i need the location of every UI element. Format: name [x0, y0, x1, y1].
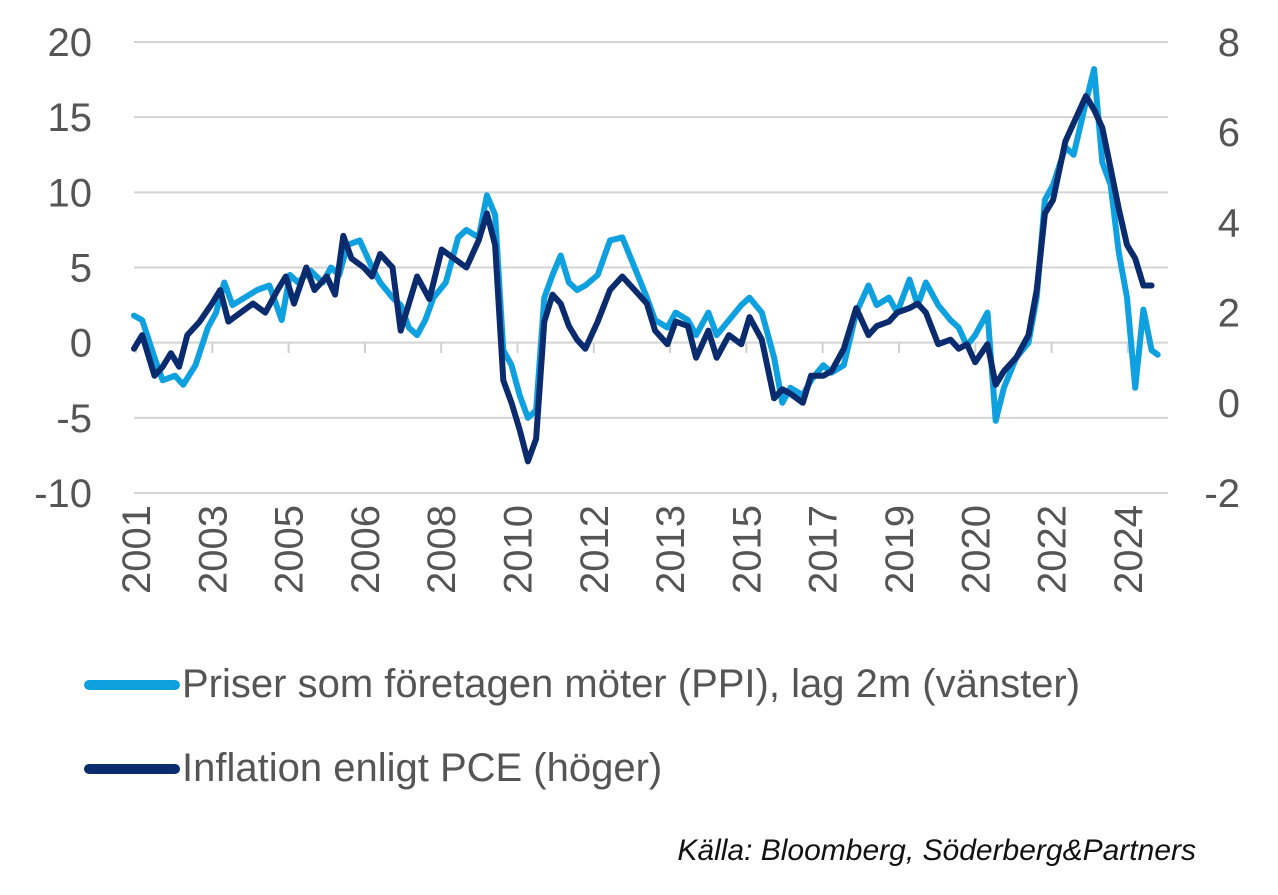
right-y-tick-label: 4 — [1218, 201, 1240, 245]
left-y-tick-label: 20 — [48, 21, 93, 65]
legend-swatch-pce — [84, 763, 180, 774]
right-y-axis: 8 6 4 2 0 -2 — [1204, 21, 1240, 516]
x-tick-label: 2003 — [191, 505, 235, 594]
x-tick-label: 2006 — [344, 505, 388, 594]
series-line-ppi — [131, 66, 1161, 424]
legend-item-pce: Inflation enligt PCE (höger) — [84, 746, 662, 791]
left-y-tick-label: -5 — [56, 397, 92, 441]
left-y-tick-label: 10 — [48, 171, 93, 215]
x-tick-label: 2008 — [420, 505, 464, 594]
source-note: Källa: Bloomberg, Söderberg&Partners — [677, 834, 1196, 867]
x-tick-label: 2010 — [497, 505, 541, 594]
x-tick-label: 2019 — [878, 505, 922, 594]
x-tick-label: 2022 — [1031, 505, 1075, 594]
x-tick-label: 2005 — [268, 505, 312, 594]
left-y-tick-label: 5 — [70, 247, 92, 291]
x-tick-label: 2001 — [115, 505, 159, 594]
right-y-tick-label: 6 — [1218, 111, 1240, 155]
x-tick-label: 2013 — [649, 505, 693, 594]
x-tick-label: 2015 — [725, 505, 769, 594]
right-y-tick-label: 2 — [1218, 292, 1240, 336]
gridlines — [134, 41, 1168, 494]
series-lines — [131, 66, 1161, 465]
left-y-tick-label: -10 — [34, 472, 92, 516]
right-y-tick-label: 8 — [1218, 21, 1240, 65]
right-y-tick-label: -2 — [1204, 472, 1240, 516]
right-y-tick-label: 0 — [1218, 382, 1240, 426]
left-y-axis: 20 15 10 5 0 -5 -10 — [34, 21, 92, 516]
series-line-pce — [131, 93, 1155, 465]
x-tick-label: 2020 — [954, 505, 998, 594]
x-axis-labels: 2001 2003 2005 2006 2008 2010 2012 2013 2015 2017… — [115, 505, 1151, 594]
x-axis-ticks — [135, 343, 1129, 353]
legend-label-ppi: Priser som företagen möter (PPI), lag 2m… — [182, 662, 1081, 706]
x-tick-label: 2024 — [1107, 505, 1151, 594]
x-tick-label: 2012 — [573, 505, 617, 594]
left-y-tick-label: 0 — [70, 322, 92, 366]
left-y-tick-label: 15 — [48, 96, 93, 140]
legend-label-pce: Inflation enligt PCE (höger) — [182, 746, 663, 790]
legend-swatch-ppi — [84, 679, 180, 690]
x-tick-label: 2017 — [802, 505, 846, 594]
legend-item-ppi: Priser som företagen möter (PPI), lag 2m… — [84, 662, 1080, 707]
